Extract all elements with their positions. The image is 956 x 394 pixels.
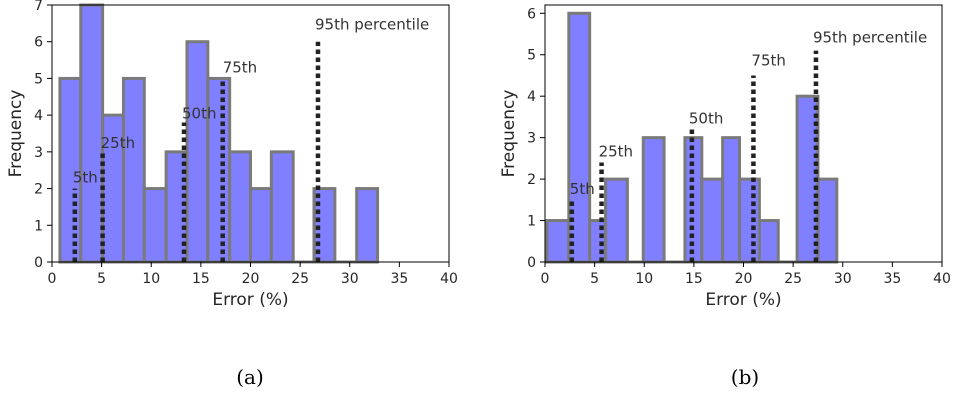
y-tick-label: 1: [527, 214, 536, 230]
y-tick-label: 2: [527, 172, 536, 188]
x-tick-label: 0: [541, 271, 550, 287]
histogram-bar: [142, 187, 168, 264]
x-tick-label: 10: [142, 271, 160, 287]
percentile-label: 75th: [751, 51, 785, 69]
y-tick-label: 4: [34, 108, 43, 124]
y-axis-label: Frequency: [6, 90, 26, 178]
histogram-bar: [700, 177, 725, 264]
histogram-bar: [355, 187, 380, 264]
x-tick-label: 5: [590, 271, 599, 287]
histogram-bar: [738, 177, 761, 264]
x-tick-label: 40: [440, 271, 458, 287]
y-tick-label: 6: [527, 6, 536, 22]
percentile-label: 25th: [599, 143, 633, 161]
x-tick-label: 0: [48, 271, 57, 287]
y-tick-label: 3: [527, 131, 536, 147]
histogram-bar: [79, 3, 105, 264]
histogram-bar: [641, 136, 666, 264]
x-tick-label: 20: [735, 271, 753, 287]
percentile-label: 5th: [73, 169, 98, 187]
x-tick-label: 25: [291, 271, 309, 287]
y-tick-label: 1: [34, 218, 43, 234]
histogram-bar: [567, 11, 592, 264]
x-tick-label: 25: [784, 271, 802, 287]
histogram-bar: [121, 76, 146, 264]
y-tick-label: 3: [34, 145, 43, 161]
x-tick-label: 30: [834, 271, 852, 287]
histogram-bar: [269, 150, 295, 264]
percentile-label: 50th: [182, 104, 216, 122]
percentile-label: 75th: [223, 58, 257, 76]
histogram-bar: [604, 177, 629, 264]
y-tick-label: 0: [34, 255, 43, 271]
x-tick-label: 35: [390, 271, 408, 287]
x-tick-label: 40: [933, 271, 951, 287]
x-tick-label: 30: [341, 271, 359, 287]
percentile-label: 25th: [101, 134, 135, 152]
x-axis-label: Error (%): [212, 290, 288, 310]
y-tick-label: 6: [34, 35, 43, 51]
histogram-bar: [185, 40, 210, 264]
x-tick-label: 10: [635, 271, 653, 287]
y-tick-label: 0: [527, 255, 536, 271]
y-tick-label: 2: [34, 182, 43, 198]
y-axis-label: Frequency: [499, 90, 519, 178]
y-tick-label: 4: [527, 89, 536, 105]
percentile-label: 5th: [570, 180, 595, 198]
histogram-bar: [228, 150, 253, 264]
x-tick-label: 15: [685, 271, 703, 287]
x-tick-label: 20: [242, 271, 260, 287]
histogram-bar: [757, 219, 780, 264]
histogram-bar: [545, 219, 571, 264]
histogram-bar: [816, 177, 839, 264]
histogram-bar: [721, 136, 742, 264]
caption-b: (b): [731, 365, 759, 389]
caption-a: (a): [236, 365, 264, 389]
x-tick-label: 15: [192, 271, 210, 287]
x-axis-label: Error (%): [705, 290, 781, 310]
y-tick-label: 5: [34, 71, 43, 87]
histogram-bar: [249, 187, 273, 264]
percentile-label: 95th percentile: [813, 29, 927, 47]
y-tick-label: 7: [34, 0, 43, 14]
y-tick-label: 5: [527, 48, 536, 64]
percentile-label: 95th percentile: [315, 16, 429, 34]
x-tick-label: 5: [97, 271, 106, 287]
percentile-label: 50th: [689, 109, 723, 127]
x-tick-label: 35: [883, 271, 901, 287]
